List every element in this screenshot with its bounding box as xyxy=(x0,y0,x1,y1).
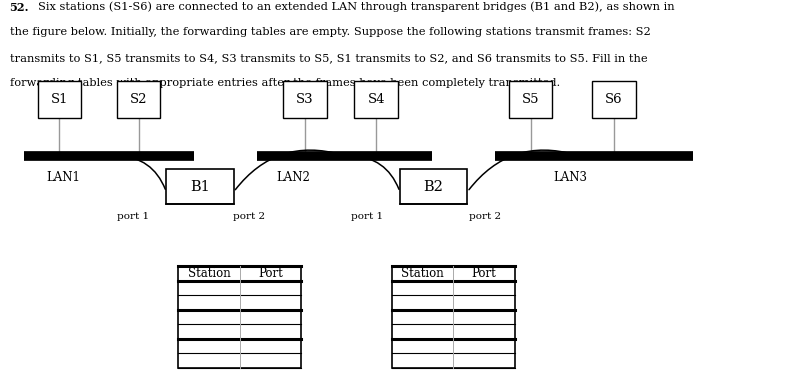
Bar xyxy=(117,81,160,118)
Bar xyxy=(38,81,82,118)
FancyArrowPatch shape xyxy=(469,150,576,190)
Bar xyxy=(592,81,636,118)
Bar xyxy=(400,169,467,204)
Text: Port: Port xyxy=(472,267,497,280)
Text: LAN1: LAN1 xyxy=(47,171,80,184)
Text: LAN3: LAN3 xyxy=(554,171,587,184)
Text: S2: S2 xyxy=(130,93,147,106)
Text: Port: Port xyxy=(258,267,283,280)
Text: S3: S3 xyxy=(296,93,314,106)
Text: B2: B2 xyxy=(424,180,444,194)
FancyArrowPatch shape xyxy=(352,156,399,189)
Text: S5: S5 xyxy=(522,93,539,106)
Text: forwarding tables with appropriate entries after the frames have been completely: forwarding tables with appropriate entri… xyxy=(10,78,560,88)
Text: S1: S1 xyxy=(51,93,68,106)
Bar xyxy=(166,169,234,204)
Bar xyxy=(509,81,553,118)
Text: port 1: port 1 xyxy=(351,212,383,221)
Bar xyxy=(392,266,515,368)
Text: the figure below. Initially, the forwarding tables are empty. Suppose the follow: the figure below. Initially, the forward… xyxy=(10,27,650,38)
Text: port 2: port 2 xyxy=(234,212,265,221)
Text: 52.: 52. xyxy=(10,2,29,13)
Text: S4: S4 xyxy=(367,93,385,106)
Bar xyxy=(284,81,327,118)
FancyArrowPatch shape xyxy=(235,150,342,190)
Text: S6: S6 xyxy=(605,93,623,106)
Text: port 1: port 1 xyxy=(117,212,149,221)
Bar xyxy=(355,81,398,118)
Text: transmits to S1, S5 transmits to S4, S3 transmits to S5, S1 transmits to S2, and: transmits to S1, S5 transmits to S4, S3 … xyxy=(10,53,647,63)
Text: LAN2: LAN2 xyxy=(276,171,310,184)
Text: Station: Station xyxy=(188,267,230,280)
Text: port 2: port 2 xyxy=(469,212,501,221)
Text: B1: B1 xyxy=(190,180,210,194)
Bar xyxy=(178,266,301,368)
FancyArrowPatch shape xyxy=(118,156,166,189)
Text: Station: Station xyxy=(402,267,444,280)
Text: Six stations (S1-S6) are connected to an extended LAN through transparent bridge: Six stations (S1-S6) are connected to an… xyxy=(38,2,675,12)
